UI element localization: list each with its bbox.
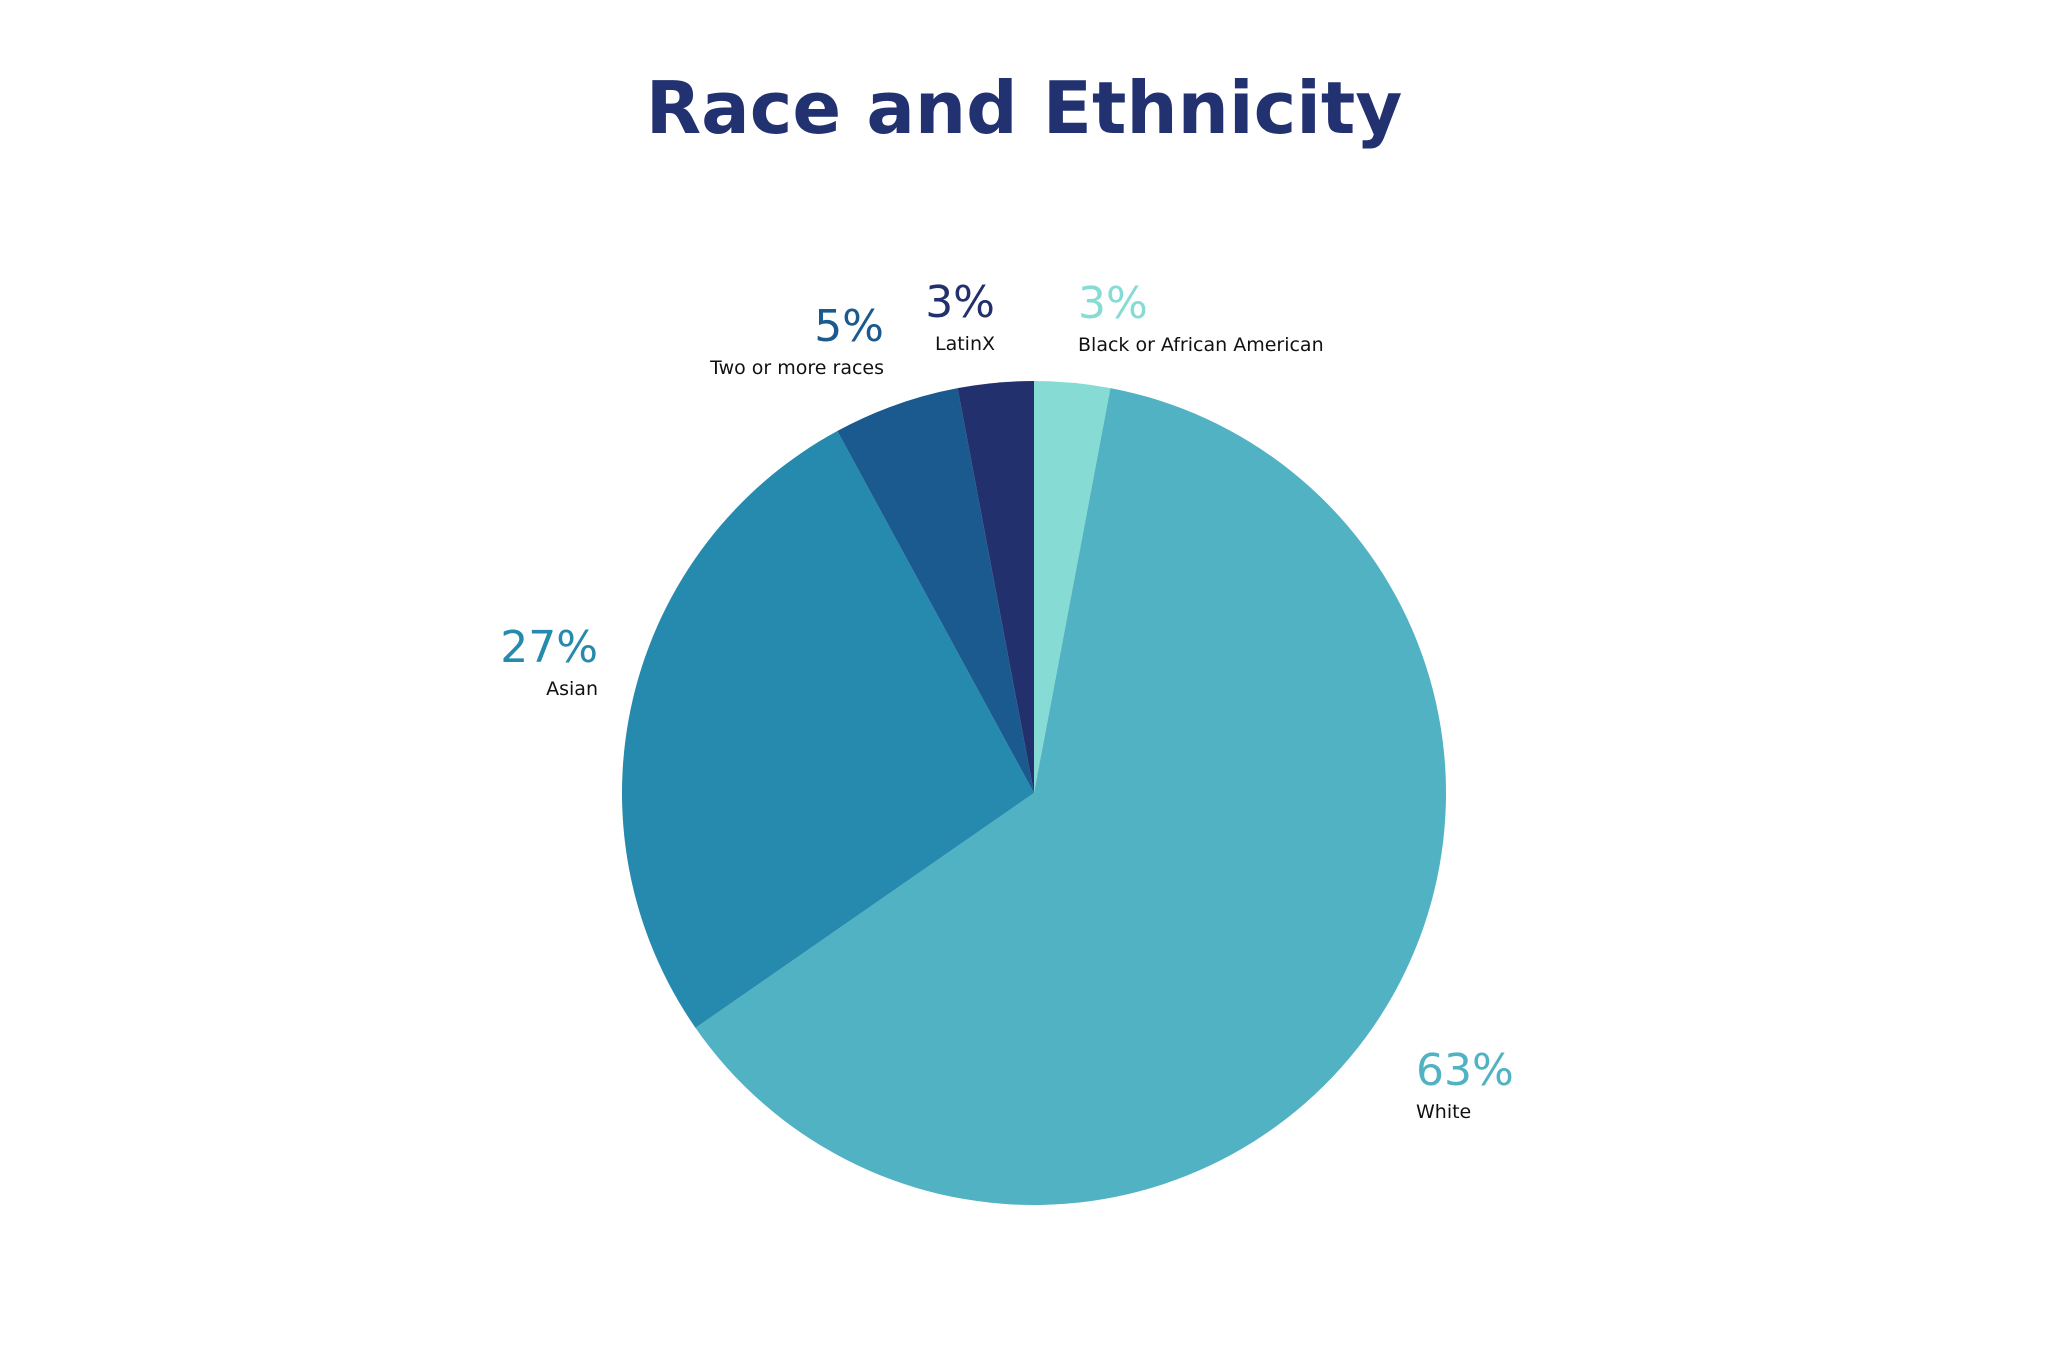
slice-category-label: Black or African American (1078, 334, 1324, 356)
slice-category-label: LatinX (935, 333, 995, 355)
slice-category-label: White (1416, 1101, 1471, 1123)
pie-labels: 3% Black or African American 63% White 27% As… (500, 277, 1514, 1123)
pie-slice-black-or-african-american (1034, 381, 1111, 793)
pie-slice-white (695, 388, 1446, 1205)
slice-value-label: 3% (925, 277, 995, 328)
chart-title: Race and Ethnicity (645, 66, 1403, 150)
slice-value-label: 3% (1078, 278, 1148, 329)
pie-slice-asian (622, 430, 1034, 1028)
slice-category-label: Asian (546, 678, 598, 700)
slice-value-label: 27% (500, 622, 598, 673)
slice-category-label: Two or more races (709, 357, 884, 379)
pie-slice-two-or-more-races (837, 388, 1034, 793)
pie-slices (622, 381, 1446, 1205)
slice-value-label: 5% (814, 301, 884, 352)
pie-slice-latinx (957, 381, 1034, 793)
slice-value-label: 63% (1416, 1045, 1514, 1096)
